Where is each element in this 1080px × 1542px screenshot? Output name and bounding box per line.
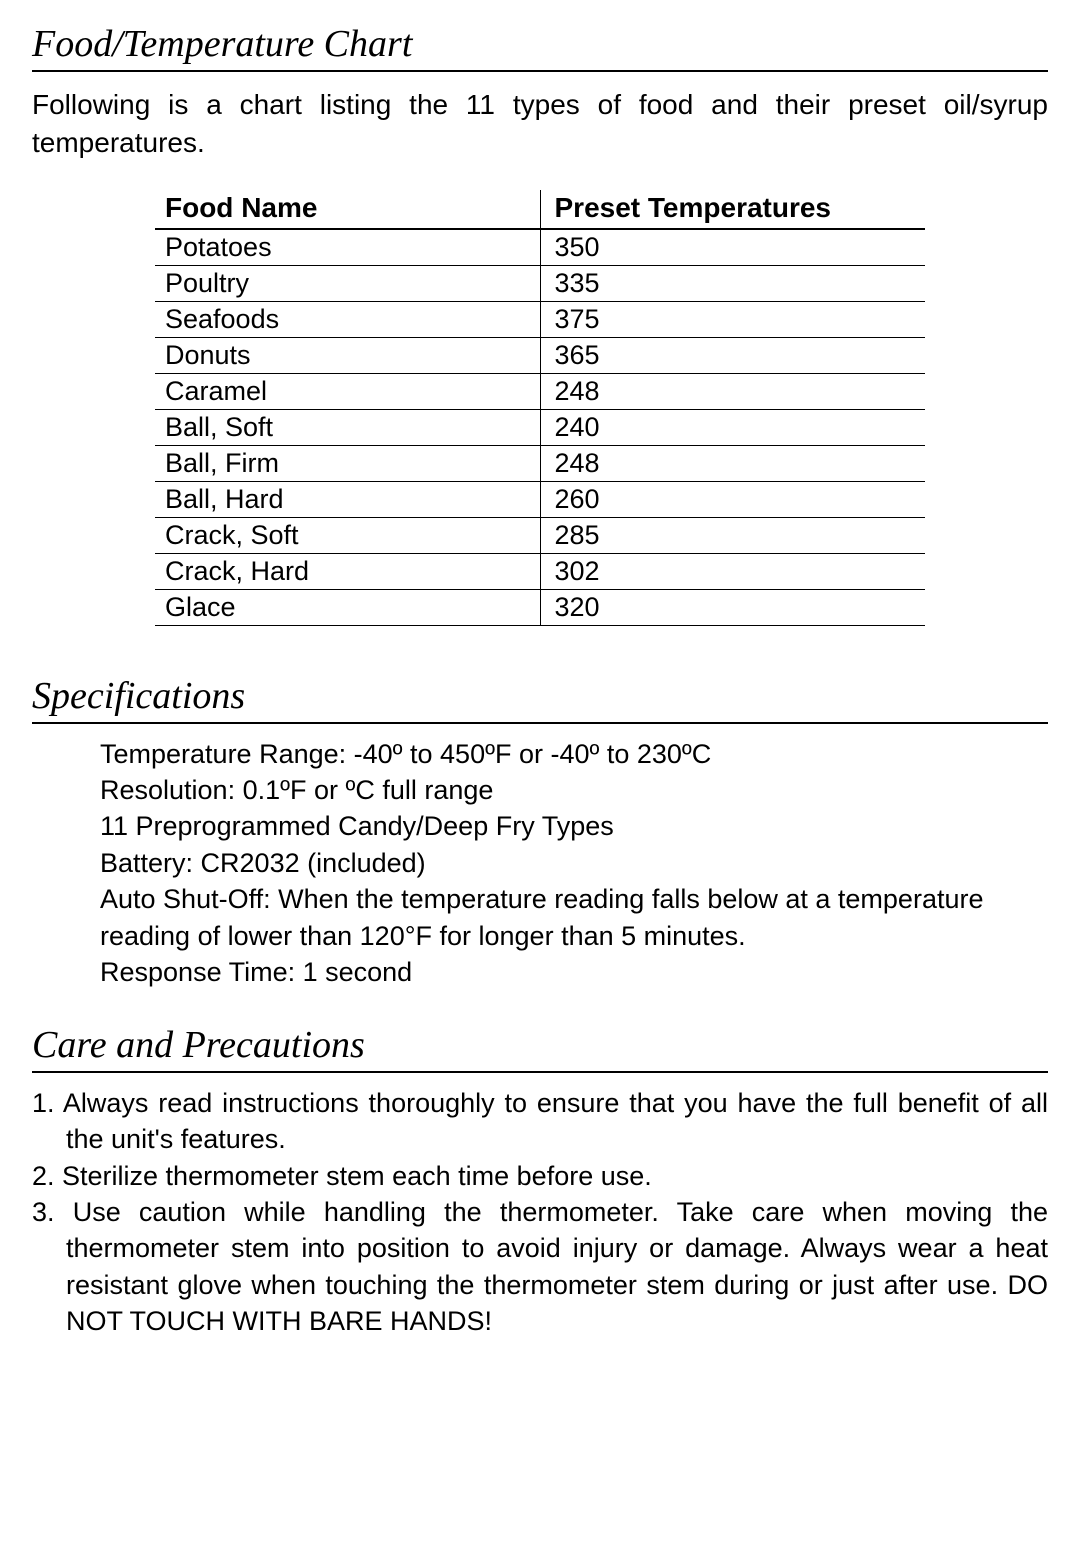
temp-cell: 248 [540, 445, 925, 481]
table-header-food: Food Name [155, 190, 540, 229]
temp-cell: 335 [540, 265, 925, 301]
table-row: Seafoods375 [155, 301, 925, 337]
chart-intro: Following is a chart listing the 11 type… [32, 86, 1048, 162]
temp-cell: 248 [540, 373, 925, 409]
food-name-cell: Seafoods [155, 301, 540, 337]
food-name-cell: Poultry [155, 265, 540, 301]
temp-cell: 350 [540, 229, 925, 266]
food-name-cell: Crack, Hard [155, 553, 540, 589]
temp-cell: 375 [540, 301, 925, 337]
spec-line: Response Time: 1 second [100, 954, 1008, 990]
precaution-item: 3. Use caution while handling the thermo… [32, 1194, 1048, 1340]
care-heading: Care and Precautions [32, 1023, 1048, 1073]
table-row: Donuts365 [155, 337, 925, 373]
food-temperature-table: Food Name Preset Temperatures Potatoes35… [155, 190, 925, 626]
chart-heading: Food/Temperature Chart [32, 22, 1048, 72]
temp-cell: 302 [540, 553, 925, 589]
specs-list: Temperature Range: -40º to 450ºF or -40º… [100, 736, 1008, 991]
spec-line: Auto Shut-Off: When the temperature read… [100, 881, 1008, 954]
temp-cell: 365 [540, 337, 925, 373]
food-name-cell: Potatoes [155, 229, 540, 266]
table-row: Crack, Soft285 [155, 517, 925, 553]
food-name-cell: Crack, Soft [155, 517, 540, 553]
temp-cell: 320 [540, 589, 925, 625]
food-name-cell: Glace [155, 589, 540, 625]
table-row: Ball, Soft240 [155, 409, 925, 445]
food-name-cell: Ball, Hard [155, 481, 540, 517]
spec-line: Resolution: 0.1ºF or ºC full range [100, 772, 1008, 808]
specs-heading: Specifications [32, 674, 1048, 724]
food-name-cell: Ball, Soft [155, 409, 540, 445]
table-row: Ball, Hard260 [155, 481, 925, 517]
table-header-temp: Preset Temperatures [540, 190, 925, 229]
temp-cell: 240 [540, 409, 925, 445]
precaution-item: 2. Sterilize thermometer stem each time … [32, 1158, 1048, 1194]
food-name-cell: Ball, Firm [155, 445, 540, 481]
temp-cell: 260 [540, 481, 925, 517]
table-row: Caramel248 [155, 373, 925, 409]
precautions-list: 1. Always read instructions thoroughly t… [32, 1085, 1048, 1340]
temp-cell: 285 [540, 517, 925, 553]
food-name-cell: Donuts [155, 337, 540, 373]
table-row: Ball, Firm248 [155, 445, 925, 481]
table-row: Glace320 [155, 589, 925, 625]
spec-line: 11 Preprogrammed Candy/Deep Fry Types [100, 808, 1008, 844]
precaution-item: 1. Always read instructions thoroughly t… [32, 1085, 1048, 1158]
spec-line: Battery: CR2032 (included) [100, 845, 1008, 881]
spec-line: Temperature Range: -40º to 450ºF or -40º… [100, 736, 1008, 772]
table-row: Poultry335 [155, 265, 925, 301]
food-name-cell: Caramel [155, 373, 540, 409]
table-row: Crack, Hard302 [155, 553, 925, 589]
table-row: Potatoes350 [155, 229, 925, 266]
